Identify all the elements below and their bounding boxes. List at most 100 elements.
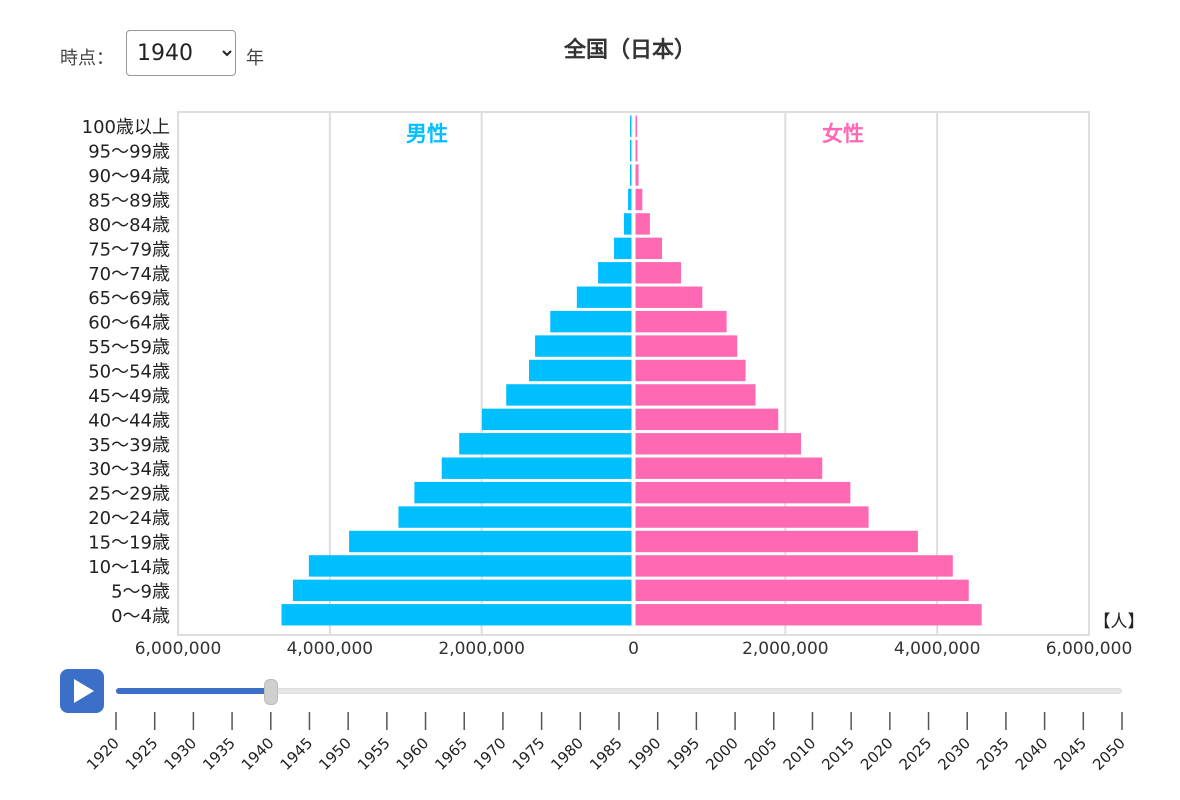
age-group-label: 35〜39歳 bbox=[88, 435, 170, 456]
age-group-label: 0〜4歳 bbox=[111, 606, 170, 627]
timeline-year-label: 2000 bbox=[702, 734, 742, 774]
timeline-year-label: 1925 bbox=[122, 734, 162, 774]
timeline-year-label: 2020 bbox=[857, 734, 897, 774]
male-bar bbox=[414, 481, 632, 504]
age-group-label: 55〜59歳 bbox=[88, 337, 170, 358]
age-group-label: 90〜94歳 bbox=[88, 166, 170, 187]
age-group-label: 95〜99歳 bbox=[88, 142, 170, 163]
male-bar bbox=[529, 359, 632, 382]
age-group-label: 70〜74歳 bbox=[88, 264, 170, 285]
timeline-slider-handle[interactable] bbox=[263, 679, 278, 705]
male-bar bbox=[292, 579, 632, 602]
male-bar bbox=[481, 408, 632, 431]
timeline-year-label: 1980 bbox=[547, 734, 587, 774]
chart-title: 全国（日本） bbox=[563, 38, 696, 63]
male-bar bbox=[441, 457, 632, 479]
timeline-year-label: 2035 bbox=[973, 734, 1013, 774]
timeline-year-label: 1920 bbox=[83, 734, 123, 774]
female-bar bbox=[635, 139, 638, 162]
female-bar bbox=[635, 188, 643, 211]
age-group-label: 25〜29歳 bbox=[88, 484, 170, 505]
age-group-label: 85〜89歳 bbox=[88, 191, 170, 212]
age-group-label: 65〜69歳 bbox=[88, 288, 170, 309]
age-group-label: 100歳以上 bbox=[82, 117, 170, 138]
female-bar bbox=[635, 237, 663, 260]
timeline-year-label: 2025 bbox=[896, 734, 936, 774]
population-pyramid-chart: 6,000,000 4,000,000 2,000,000 0 2,000,000 4,0… bbox=[82, 111, 1145, 659]
x-tick-label: 4,000,000 bbox=[287, 639, 374, 659]
age-group-label: 10〜14歳 bbox=[88, 557, 170, 578]
x-tick-label: 4,000,000 bbox=[894, 639, 981, 659]
timeline-year-label: 1950 bbox=[315, 734, 355, 774]
female-bar bbox=[635, 433, 801, 455]
male-bar bbox=[398, 506, 632, 528]
unit-label: 【人】 bbox=[1094, 612, 1145, 632]
male-bar bbox=[629, 164, 632, 186]
timeline-year-label: 1975 bbox=[509, 734, 549, 774]
male-bar bbox=[614, 237, 632, 260]
female-bar bbox=[635, 335, 738, 357]
female-bar bbox=[635, 506, 869, 528]
male-bar bbox=[550, 310, 632, 333]
female-bar bbox=[635, 481, 851, 504]
timeline-year-label: 1940 bbox=[238, 734, 278, 774]
timeline-year-label: 1960 bbox=[393, 734, 433, 774]
female-bar bbox=[635, 359, 746, 382]
male-bar bbox=[630, 139, 632, 162]
timeline-year-label: 2040 bbox=[1012, 734, 1052, 774]
male-bar bbox=[623, 213, 632, 235]
timeline-year-label: 2005 bbox=[741, 734, 781, 774]
timeline-year-label: 2010 bbox=[780, 734, 820, 774]
female-bar bbox=[635, 579, 969, 602]
male-bar bbox=[630, 115, 632, 137]
male-bar bbox=[535, 335, 632, 357]
female-bar bbox=[635, 384, 756, 406]
male-legend-label: 男性 bbox=[406, 122, 448, 146]
male-bar bbox=[628, 188, 632, 211]
x-tick-label: 2,000,000 bbox=[742, 639, 829, 659]
timeline-year-label: 2030 bbox=[934, 734, 974, 774]
female-bar bbox=[635, 213, 650, 235]
age-group-label: 75〜79歳 bbox=[88, 239, 170, 260]
timeline-year-label: 1990 bbox=[625, 734, 665, 774]
play-button[interactable] bbox=[60, 669, 104, 713]
year-select[interactable]: 1940 bbox=[126, 30, 236, 76]
male-bar bbox=[506, 384, 632, 406]
female-bar bbox=[635, 115, 638, 137]
age-group-label: 60〜64歳 bbox=[88, 313, 170, 334]
timeline-year-label: 1955 bbox=[354, 734, 394, 774]
timeline-slider-fill bbox=[116, 688, 271, 694]
age-group-label: 80〜84歳 bbox=[88, 215, 170, 236]
female-bar bbox=[635, 310, 727, 333]
male-bar bbox=[308, 555, 632, 577]
timeline-year-label: 1995 bbox=[663, 734, 703, 774]
female-bar bbox=[635, 604, 982, 626]
male-bar bbox=[598, 262, 632, 284]
timeline-year-label: 1965 bbox=[431, 734, 471, 774]
timeline-year-label: 2045 bbox=[1050, 734, 1090, 774]
male-bar bbox=[459, 433, 632, 455]
x-tick-label: 0 bbox=[628, 639, 639, 659]
timeline-year-label: 1930 bbox=[160, 734, 200, 774]
female-bar bbox=[635, 408, 779, 431]
female-bar bbox=[635, 164, 639, 186]
age-group-label: 45〜49歳 bbox=[88, 386, 170, 407]
female-bar bbox=[635, 286, 703, 308]
female-legend-label: 女性 bbox=[822, 122, 864, 146]
female-bar bbox=[635, 530, 918, 553]
timeline-year-label: 1985 bbox=[586, 734, 626, 774]
age-group-label: 15〜19歳 bbox=[88, 533, 170, 554]
male-bar bbox=[281, 604, 632, 626]
age-group-label: 40〜44歳 bbox=[88, 410, 170, 431]
year-unit-label: 年 bbox=[246, 48, 264, 69]
age-group-label: 50〜54歳 bbox=[88, 362, 170, 383]
age-group-label: 20〜24歳 bbox=[88, 508, 170, 529]
x-tick-label: 6,000,000 bbox=[135, 639, 222, 659]
male-bar bbox=[576, 286, 632, 308]
female-bar bbox=[635, 555, 953, 577]
male-bar bbox=[349, 530, 632, 553]
age-group-label: 30〜34歳 bbox=[88, 459, 170, 480]
timeline-year-label: 2015 bbox=[818, 734, 858, 774]
age-group-label: 5〜9歳 bbox=[111, 581, 170, 602]
female-bar bbox=[635, 457, 823, 479]
